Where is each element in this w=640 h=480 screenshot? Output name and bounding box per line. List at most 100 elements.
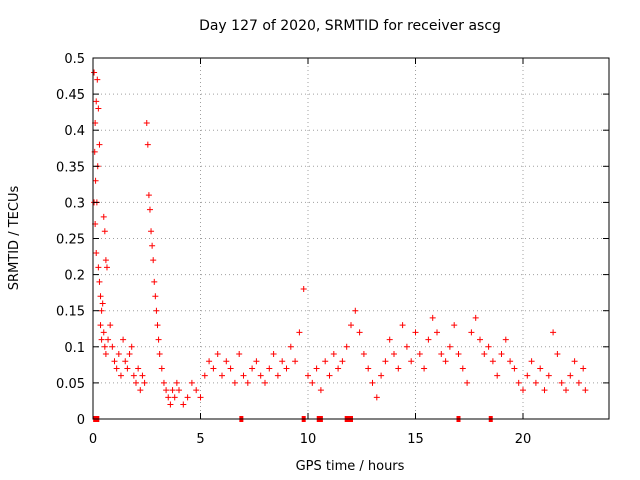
- data-point: [93, 98, 100, 105]
- data-point: [472, 314, 479, 321]
- data-point: [210, 365, 217, 372]
- data-point: [149, 242, 156, 249]
- data-point: [399, 322, 406, 329]
- data-point: [451, 322, 458, 329]
- data-point: [266, 365, 273, 372]
- data-point: [115, 351, 122, 358]
- data-points: [91, 69, 589, 422]
- data-point: [360, 351, 367, 358]
- data-point: [169, 387, 176, 394]
- x-tick-label: 0: [89, 432, 97, 447]
- data-point: [575, 379, 582, 386]
- x-tick-label: 5: [196, 432, 204, 447]
- data-point: [455, 351, 462, 358]
- data-point: [111, 358, 118, 365]
- data-point: [515, 379, 522, 386]
- y-tick-label: 0.5: [64, 52, 85, 67]
- y-axis-label: SRMTID / TECUs: [7, 186, 22, 291]
- data-point: [550, 329, 557, 336]
- axis-ticks: [92, 57, 609, 420]
- data-point: [459, 365, 466, 372]
- y-tick-label: 0.3: [64, 196, 85, 211]
- data-point: [511, 365, 518, 372]
- data-point: [567, 372, 574, 379]
- data-point: [180, 401, 187, 408]
- data-point: [416, 351, 423, 358]
- data-point: [378, 372, 385, 379]
- data-point: [160, 379, 167, 386]
- data-point: [143, 119, 150, 126]
- data-point: [498, 351, 505, 358]
- data-point: [120, 336, 127, 343]
- x-tick-label: 10: [300, 432, 317, 447]
- data-point: [91, 69, 98, 76]
- data-point: [507, 358, 514, 365]
- data-point: [231, 379, 238, 386]
- data-point: [317, 387, 324, 394]
- data-point: [343, 343, 350, 350]
- y-tick-label: 0.25: [56, 233, 85, 248]
- data-point: [292, 358, 299, 365]
- data-point: [335, 365, 342, 372]
- data-point: [279, 358, 286, 365]
- data-point: [249, 365, 256, 372]
- data-point: [253, 358, 260, 365]
- data-point: [102, 351, 109, 358]
- data-point: [100, 329, 107, 336]
- data-point: [395, 365, 402, 372]
- data-point: [421, 365, 428, 372]
- data-point: [339, 358, 346, 365]
- data-point: [326, 372, 333, 379]
- data-point: [165, 394, 172, 401]
- data-point: [528, 358, 535, 365]
- data-point: [541, 387, 548, 394]
- data-point: [369, 379, 376, 386]
- x-tick-label: 15: [407, 432, 424, 447]
- data-point: [477, 336, 483, 343]
- data-point: [146, 206, 153, 213]
- data-point: [163, 387, 170, 394]
- data-point: [152, 293, 159, 300]
- tick-labels: 0 0.05 0.1 0.15 0.2 0.25 0.3 0.35 0.4 0.45 0.5 0 5 10…: [56, 52, 531, 447]
- data-point: [412, 329, 419, 336]
- chart-title: Day 127 of 2020, SRMTID for receiver asc…: [199, 18, 501, 34]
- data-point: [156, 351, 163, 358]
- data-point: [98, 307, 105, 314]
- data-point: [184, 394, 191, 401]
- y-tick-label: 0.35: [56, 160, 85, 175]
- data-point: [352, 307, 359, 314]
- data-point: [188, 379, 195, 386]
- y-tick-label: 0: [77, 413, 85, 428]
- data-point: [373, 394, 380, 401]
- data-point: [153, 307, 160, 314]
- data-point: [150, 257, 157, 264]
- data-point: [117, 372, 124, 379]
- data-point: [193, 387, 200, 394]
- data-point: [485, 343, 492, 350]
- data-point: [97, 322, 104, 329]
- data-point: [214, 351, 221, 358]
- data-point: [101, 343, 108, 350]
- data-point: [468, 329, 475, 336]
- data-point: [128, 343, 135, 350]
- data-point: [171, 394, 178, 401]
- data-point: [100, 213, 107, 220]
- data-point: [144, 141, 151, 148]
- data-point: [403, 343, 410, 350]
- data-point: [96, 278, 103, 285]
- data-point: [109, 343, 116, 350]
- data-point: [425, 336, 432, 343]
- data-point: [223, 358, 230, 365]
- y-tick-label: 0.45: [56, 88, 85, 103]
- data-point: [494, 372, 501, 379]
- data-point: [386, 336, 393, 343]
- data-point: [502, 336, 509, 343]
- data-point: [126, 351, 133, 358]
- data-point: [141, 379, 148, 386]
- data-point: [313, 365, 320, 372]
- data-point: [296, 329, 303, 336]
- data-point: [520, 387, 526, 394]
- data-point: [305, 372, 311, 379]
- data-point: [99, 300, 106, 307]
- data-point: [154, 322, 161, 329]
